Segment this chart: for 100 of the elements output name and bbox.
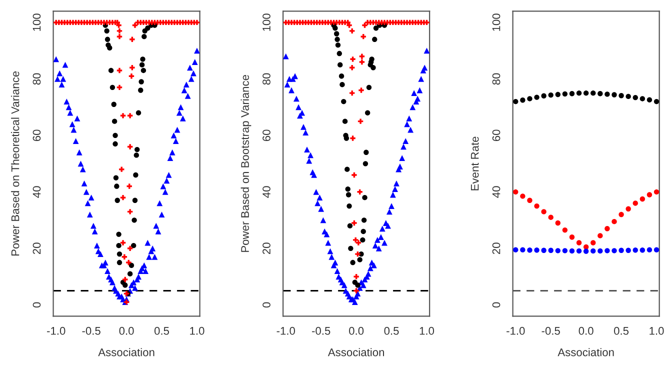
point — [344, 166, 350, 172]
point — [562, 227, 568, 233]
x-tick-label: -0.5 — [542, 326, 560, 335]
point — [513, 247, 518, 252]
x-axis-title: Association — [98, 348, 154, 356]
y-tick-label: 100 — [492, 14, 500, 31]
point — [598, 248, 603, 254]
point — [618, 93, 624, 98]
y-tick-label: 20 — [492, 242, 500, 254]
point — [646, 247, 652, 252]
point — [112, 132, 118, 138]
point — [114, 184, 120, 189]
point — [362, 194, 368, 200]
point — [562, 91, 568, 97]
point — [555, 220, 560, 226]
point — [583, 90, 589, 96]
point — [598, 233, 603, 238]
point — [342, 118, 348, 124]
point — [350, 260, 356, 266]
y-tick-label: 0 — [492, 302, 500, 308]
point — [139, 62, 145, 68]
point — [555, 92, 560, 98]
point — [632, 200, 638, 206]
point — [360, 237, 366, 243]
y-axis-title: Power Based on Theoretical Variance — [11, 71, 20, 256]
point — [646, 192, 652, 198]
point — [654, 247, 660, 252]
point — [590, 90, 596, 96]
point — [569, 234, 575, 240]
point — [112, 141, 118, 147]
y-tick-label: 100 — [32, 14, 41, 31]
point — [335, 42, 341, 48]
y-tick-label: 20 — [262, 242, 270, 254]
point — [338, 74, 344, 79]
point — [332, 26, 338, 31]
point — [116, 232, 122, 237]
point — [360, 228, 366, 234]
point — [357, 257, 362, 262]
point — [626, 94, 631, 100]
y-axis-title: Power Based on Bootstrap Variance — [240, 75, 252, 252]
point — [369, 56, 374, 62]
point — [361, 218, 367, 223]
point — [520, 194, 526, 199]
point — [604, 226, 610, 232]
point — [116, 260, 122, 266]
point — [640, 196, 646, 202]
point — [132, 198, 138, 203]
point — [612, 218, 617, 224]
point — [132, 218, 137, 223]
point — [548, 92, 554, 98]
point — [334, 31, 340, 36]
point — [334, 36, 340, 42]
point — [373, 26, 379, 31]
point — [364, 110, 370, 116]
point — [576, 90, 582, 96]
x-tick-label: 0.0 — [578, 326, 594, 335]
y-axis-title: Event Rate — [470, 136, 479, 190]
point — [142, 34, 147, 40]
x-tick-label: -1.0 — [276, 326, 296, 335]
point — [364, 150, 369, 155]
point — [133, 172, 138, 178]
x-axis-title: Association — [328, 348, 384, 356]
point — [646, 97, 652, 102]
point — [548, 214, 554, 220]
point — [632, 248, 638, 253]
y-tick-label: 40 — [32, 186, 41, 198]
point — [134, 146, 140, 152]
point — [340, 82, 345, 88]
point — [598, 91, 603, 96]
point — [110, 84, 116, 90]
x-tick-label: 0.0 — [349, 326, 364, 335]
point — [562, 248, 568, 254]
x-tick-label: -0.5 — [82, 326, 100, 335]
y-tick-label: 0 — [32, 302, 41, 308]
point — [112, 118, 118, 124]
x-tick-label: 1.0 — [650, 326, 664, 335]
point — [341, 98, 346, 104]
x-tick-label: 0.0 — [119, 326, 134, 335]
point — [138, 79, 144, 84]
point — [555, 248, 560, 254]
point — [590, 248, 596, 254]
point — [336, 50, 342, 56]
point — [520, 98, 526, 103]
point — [127, 271, 133, 276]
y-tick-label: 20 — [32, 242, 41, 254]
point — [583, 248, 589, 254]
x-tick-label: 0.5 — [384, 326, 399, 335]
x-tick-label: 1.0 — [420, 326, 434, 335]
y-tick-label: 60 — [32, 130, 41, 142]
point — [612, 248, 617, 254]
point — [114, 198, 120, 203]
point — [122, 282, 128, 288]
x-tick-label: 0.5 — [154, 326, 170, 335]
point — [618, 212, 624, 218]
y-tick-label: 80 — [492, 73, 500, 85]
point — [136, 110, 142, 116]
point — [527, 248, 532, 253]
point — [541, 93, 546, 98]
point — [345, 186, 350, 192]
point — [640, 96, 646, 102]
